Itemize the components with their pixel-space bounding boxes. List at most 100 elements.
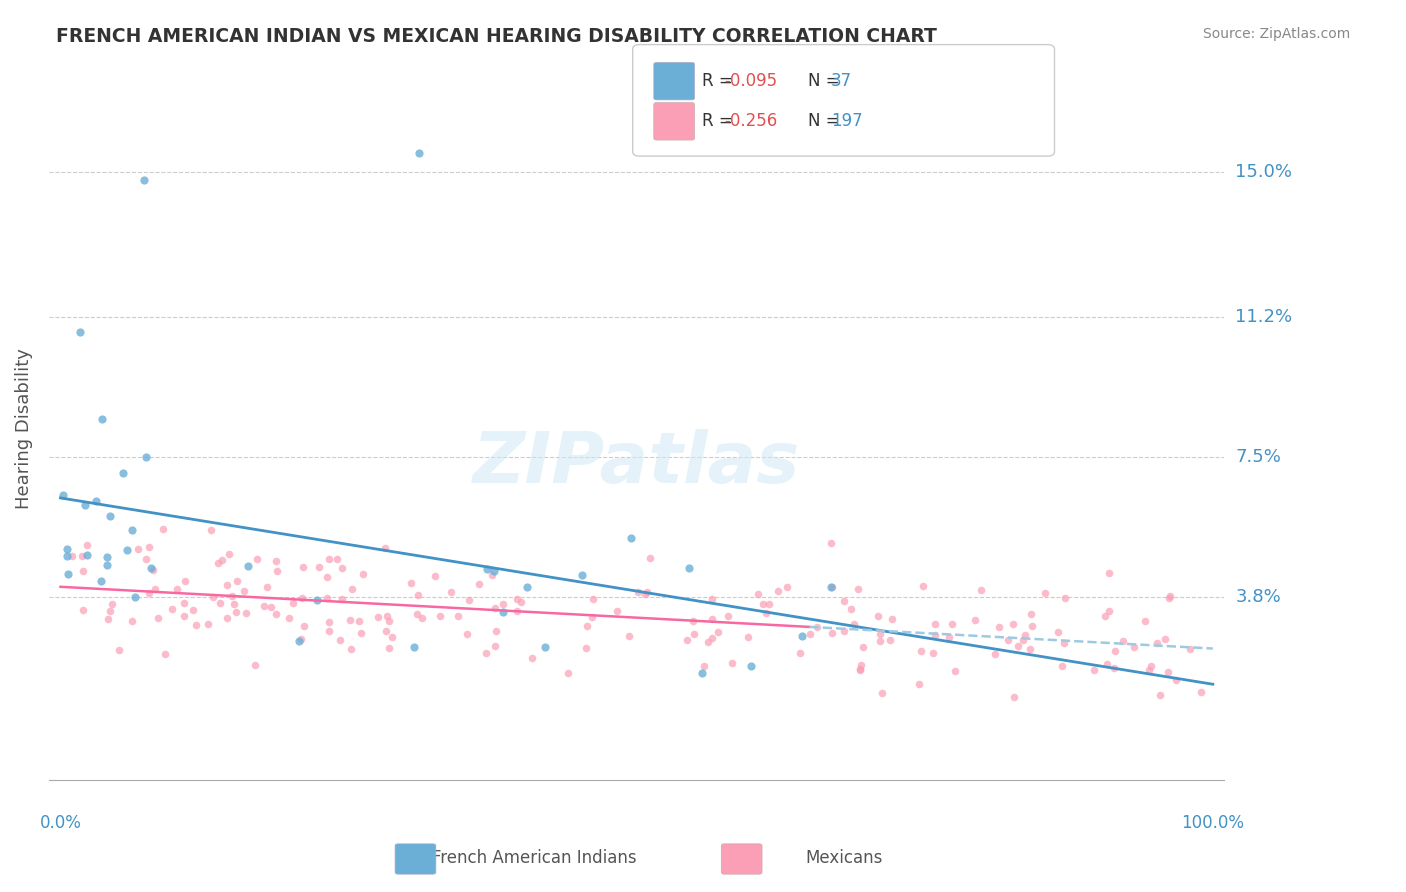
Point bbox=[1104, 644, 1126, 658]
Point bbox=[520, 651, 543, 665]
Point bbox=[173, 574, 195, 588]
Point bbox=[509, 595, 531, 609]
Point bbox=[138, 541, 160, 555]
Point bbox=[60, 549, 83, 563]
Point bbox=[197, 617, 219, 632]
Point bbox=[377, 614, 399, 628]
Point bbox=[1047, 624, 1070, 639]
Point bbox=[135, 552, 157, 566]
Point bbox=[458, 593, 481, 607]
Point bbox=[404, 640, 426, 654]
Point bbox=[491, 597, 513, 611]
Point bbox=[970, 582, 993, 597]
Point bbox=[924, 617, 946, 632]
Point bbox=[1154, 632, 1177, 647]
Point bbox=[115, 543, 138, 558]
Point bbox=[506, 591, 529, 606]
Point bbox=[160, 602, 183, 616]
Point bbox=[1098, 604, 1121, 618]
Point bbox=[1052, 658, 1074, 673]
Point bbox=[832, 624, 855, 638]
Point bbox=[246, 552, 269, 566]
Text: 15.0%: 15.0% bbox=[1236, 163, 1292, 181]
Point bbox=[233, 584, 256, 599]
Point bbox=[429, 608, 451, 623]
Point bbox=[121, 523, 143, 537]
Point bbox=[516, 580, 538, 594]
Text: 100.0%: 100.0% bbox=[1181, 814, 1244, 832]
Point bbox=[329, 633, 352, 648]
Point bbox=[758, 597, 780, 611]
Point bbox=[638, 551, 661, 566]
Point bbox=[832, 594, 855, 608]
Text: Mexicans: Mexicans bbox=[804, 849, 883, 867]
Point bbox=[292, 560, 315, 574]
Text: 11.2%: 11.2% bbox=[1236, 308, 1292, 326]
Point bbox=[215, 611, 238, 625]
Point bbox=[374, 541, 396, 555]
Point bbox=[277, 611, 299, 625]
Point bbox=[839, 602, 862, 616]
Point bbox=[700, 632, 723, 646]
Point bbox=[880, 612, 903, 626]
Point bbox=[849, 663, 872, 677]
Point bbox=[266, 564, 288, 578]
Point bbox=[821, 580, 844, 594]
Point bbox=[706, 625, 728, 640]
Point bbox=[467, 576, 489, 591]
Point bbox=[987, 620, 1010, 634]
Point bbox=[617, 629, 640, 643]
Point bbox=[533, 640, 555, 654]
Text: R =: R = bbox=[702, 112, 738, 130]
Point bbox=[1112, 633, 1135, 648]
Point bbox=[675, 633, 697, 648]
Point bbox=[108, 643, 131, 657]
Point bbox=[922, 646, 945, 660]
Point bbox=[146, 611, 169, 625]
Point bbox=[440, 585, 463, 599]
Point bbox=[134, 173, 156, 187]
Point bbox=[350, 626, 373, 640]
Point bbox=[307, 592, 329, 607]
Point bbox=[112, 466, 135, 480]
Point bbox=[135, 450, 157, 464]
Point bbox=[406, 588, 429, 602]
Point bbox=[292, 619, 315, 633]
Point bbox=[184, 618, 207, 632]
Point bbox=[492, 605, 515, 619]
Point bbox=[1149, 688, 1171, 702]
Point bbox=[96, 558, 118, 572]
Point bbox=[938, 630, 960, 644]
Point bbox=[879, 633, 901, 648]
Point bbox=[1157, 665, 1180, 679]
Point bbox=[678, 560, 700, 574]
Point bbox=[997, 632, 1019, 647]
Point bbox=[983, 648, 1005, 662]
Point bbox=[326, 552, 349, 566]
Point bbox=[606, 604, 628, 618]
Point bbox=[717, 609, 740, 624]
Point bbox=[70, 549, 93, 563]
Point bbox=[747, 587, 769, 601]
Point bbox=[318, 615, 340, 629]
Point bbox=[1002, 616, 1025, 631]
Point bbox=[485, 624, 508, 639]
Point bbox=[1140, 659, 1163, 673]
Point bbox=[634, 587, 657, 601]
Point bbox=[1021, 619, 1043, 633]
Point bbox=[98, 508, 121, 523]
Point bbox=[221, 590, 243, 604]
Point bbox=[557, 665, 579, 680]
Point bbox=[181, 603, 204, 617]
Point bbox=[124, 590, 146, 604]
Text: -0.095: -0.095 bbox=[724, 72, 778, 90]
Point bbox=[288, 633, 311, 648]
Point bbox=[290, 632, 312, 646]
Point bbox=[316, 591, 339, 606]
Point bbox=[481, 567, 503, 582]
Point bbox=[266, 554, 288, 568]
Point bbox=[820, 580, 842, 594]
Point bbox=[56, 567, 79, 582]
Point bbox=[943, 664, 966, 678]
Point bbox=[378, 640, 401, 655]
